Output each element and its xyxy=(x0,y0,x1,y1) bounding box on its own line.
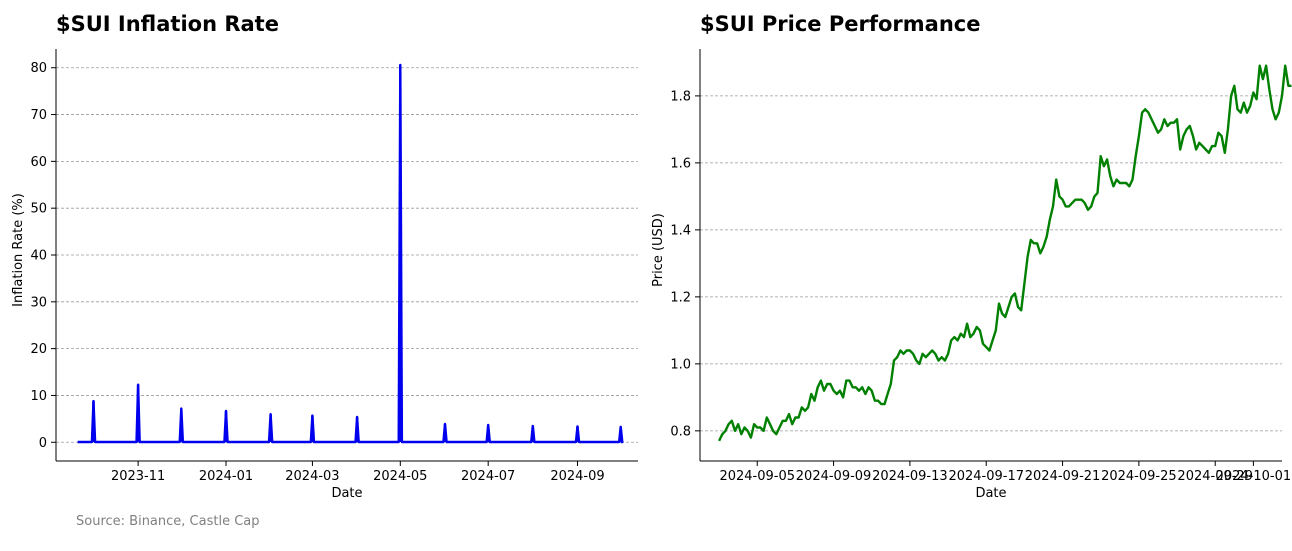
x-tick-label: 2023-11 xyxy=(111,469,165,484)
x-axis-label: Date xyxy=(975,486,1006,501)
x-tick-label: 2024-09-05 xyxy=(719,469,795,484)
x-tick-label: 2024-09-13 xyxy=(872,469,948,484)
price-performance-chart: $SUI Price Performance 0.8 1.0 1.2 1.4 1.6 1.… xyxy=(651,12,1292,501)
inflation-spike-markers xyxy=(92,64,622,443)
x-tick-label: 2024-03 xyxy=(285,469,339,484)
y-tick-label: 80 xyxy=(30,61,47,76)
y-tick-label: 1.8 xyxy=(670,89,691,104)
y-tick-label: 10 xyxy=(30,389,47,404)
inflation-series-line xyxy=(77,63,624,444)
y-gridlines xyxy=(56,67,638,443)
x-axis-ticks: 2024-09-05 2024-09-09 2024-09-13 2024-09-17… xyxy=(719,461,1291,484)
chart-title: $SUI Price Performance xyxy=(700,12,980,36)
x-tick-label: 2024-09-17 xyxy=(948,469,1024,484)
x-axis-label: Date xyxy=(331,486,362,501)
x-tick-label: 2024-05 xyxy=(373,469,427,484)
y-axis-label: Inflation Rate (%) xyxy=(11,193,26,307)
y-tick-label: 20 xyxy=(30,342,47,357)
x-tick-label: 2024-09-21 xyxy=(1025,469,1101,484)
x-tick-label: 2024-07 xyxy=(461,469,515,484)
y-axis-ticks: 0 10 20 30 40 50 60 70 80 xyxy=(30,61,56,451)
y-tick-label: 0.8 xyxy=(670,424,691,439)
y-tick-label: 1.4 xyxy=(670,223,691,238)
x-tick-label: 2024-09 xyxy=(550,469,604,484)
y-tick-label: 30 xyxy=(30,295,47,310)
y-tick-label: 0 xyxy=(39,436,47,451)
y-tick-label: 50 xyxy=(30,202,47,217)
y-axis-label: Price (USD) xyxy=(651,213,666,287)
y-tick-label: 40 xyxy=(30,249,47,264)
y-tick-label: 1.6 xyxy=(670,156,691,171)
x-tick-label: 2024-09-29 xyxy=(1177,469,1253,484)
y-tick-label: 60 xyxy=(30,155,47,170)
inflation-rate-chart: $SUI Inflation Rate 0 10 20 30 40 50 60 70 80 20… xyxy=(11,12,638,529)
price-series-line xyxy=(718,64,1292,442)
y-tick-label: 1.0 xyxy=(670,357,691,372)
x-tick-label: 2024-09-25 xyxy=(1101,469,1177,484)
x-tick-label: 2024-09-09 xyxy=(796,469,872,484)
x-axis-ticks: 2023-11 2024-01 2024-03 2024-05 2024-07 2024-… xyxy=(111,461,605,484)
x-tick-label: 2024-10-01 xyxy=(1216,469,1292,484)
y-tick-label: 1.2 xyxy=(670,290,691,305)
source-note: Source: Binance, Castle Cap xyxy=(76,514,260,529)
y-tick-label: 70 xyxy=(30,108,47,123)
x-tick-label: 2024-01 xyxy=(199,469,253,484)
chart-title: $SUI Inflation Rate xyxy=(56,12,279,36)
y-axis-ticks: 0.8 1.0 1.2 1.4 1.6 1.8 xyxy=(670,89,700,439)
y-gridlines xyxy=(700,95,1282,432)
